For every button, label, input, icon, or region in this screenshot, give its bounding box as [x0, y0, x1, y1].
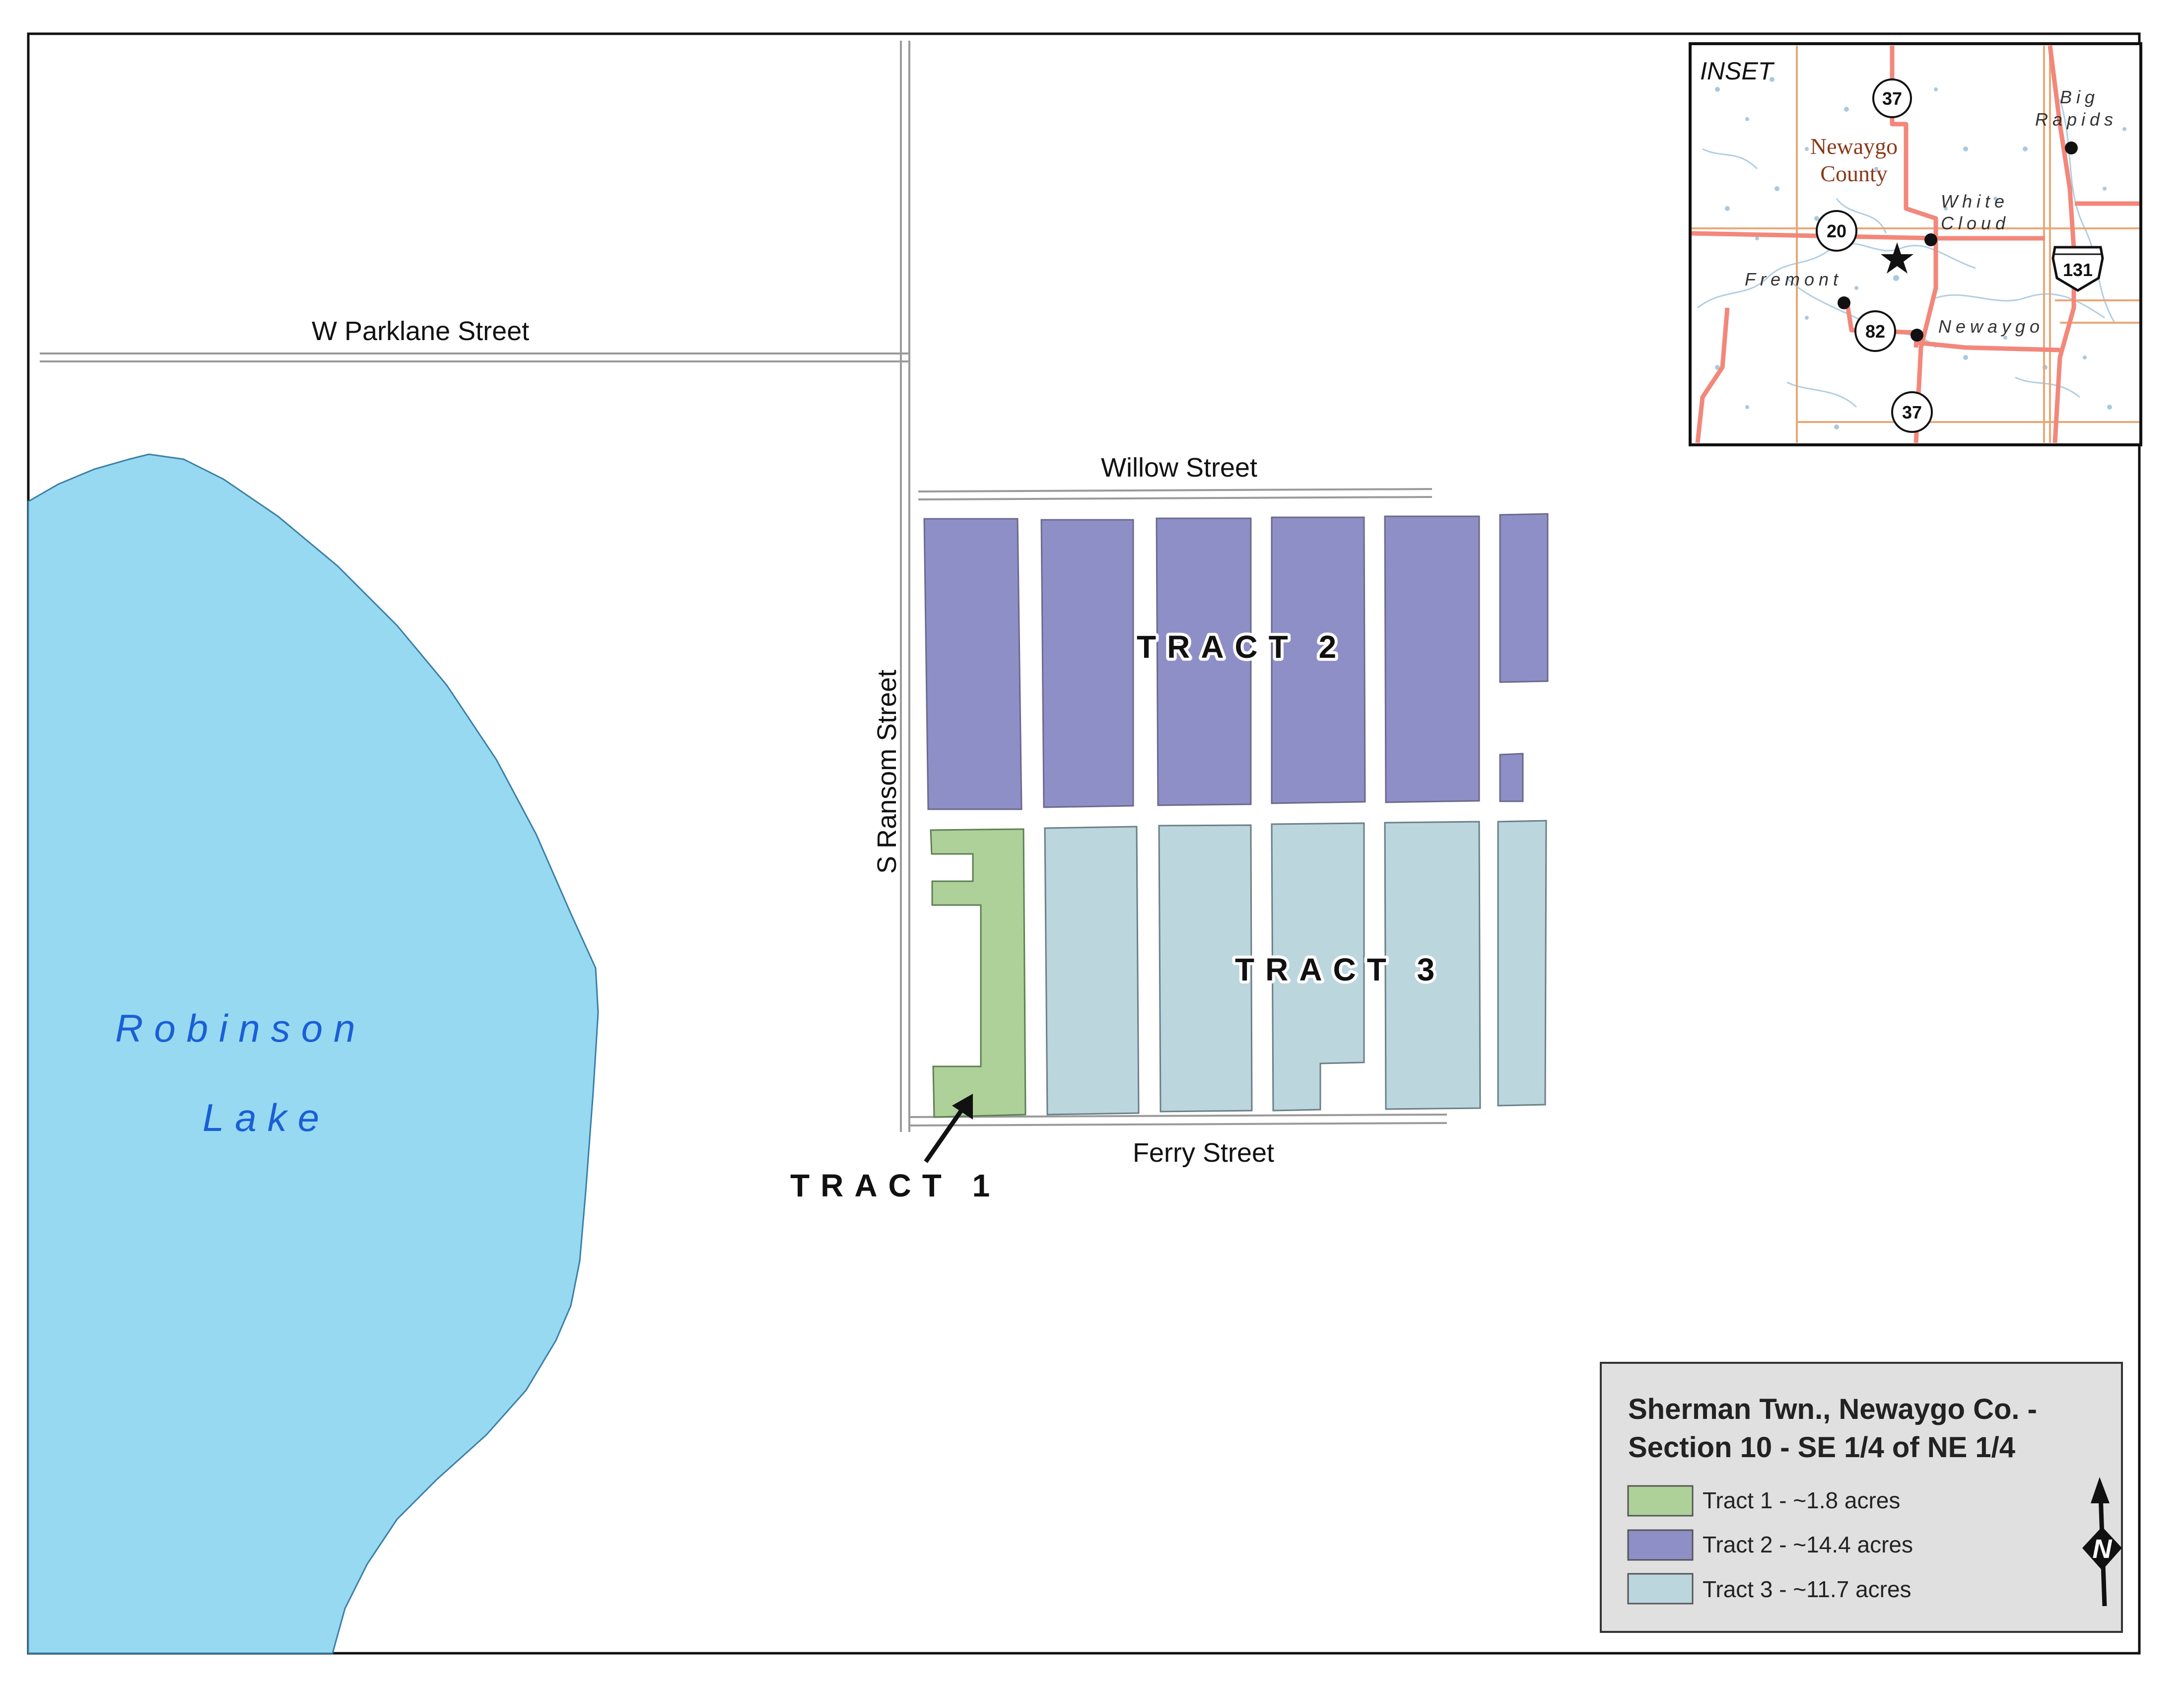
street-lines	[40, 41, 1447, 1132]
tract-2-parcels	[923, 513, 1549, 810]
ferry-street-label: Ferry Street	[1133, 1138, 1274, 1168]
inset-route-37-north-shield: 37	[1872, 78, 1912, 118]
inset-county-line2: County	[1820, 161, 1887, 186]
inset-city-white: White	[1941, 191, 2009, 211]
tract-3-parcel	[1497, 820, 1547, 1107]
legend-swatch-tract-3	[1627, 1573, 1694, 1605]
inset-map: 37 20 82 37 131 INSET Newaygo County Big…	[1689, 42, 2142, 446]
tract-3-parcel	[1044, 826, 1140, 1116]
tract-2-parcel	[1040, 519, 1134, 808]
tract-2-label: TRACT 2	[1137, 629, 1347, 665]
route-82-number: 82	[1865, 321, 1885, 342]
ransom-street-label: S Ransom Street	[872, 670, 902, 874]
tract-3-parcel	[1384, 821, 1481, 1110]
robinson-lake	[27, 453, 599, 1654]
legend-box: Sherman Twn., Newaygo Co. - Section 10 -…	[1600, 1362, 2123, 1633]
inset-city-dots	[1838, 141, 2078, 342]
inset-route-82-shield: 82	[1854, 310, 1896, 352]
tract-1-parcel	[930, 828, 1026, 1118]
inset-us-131-shield: 131	[2051, 246, 2104, 292]
lake-label-line1: Robinson	[115, 1006, 366, 1050]
tract-2-parcel	[1499, 513, 1549, 683]
inset-route-20-shield: 20	[1816, 210, 1857, 252]
tract-2-parcel	[1384, 515, 1480, 803]
inset-city-big: Big	[2060, 87, 2099, 107]
tract-3-parcel	[1271, 822, 1365, 1112]
lake-label-line2: Lake	[203, 1096, 330, 1139]
legend-swatch-tract-1	[1627, 1485, 1694, 1517]
willow-street-label: Willow Street	[1101, 453, 1257, 483]
route-37-south-number: 37	[1902, 402, 1922, 422]
inset-location-star	[1881, 242, 1913, 274]
parklane-street-label: W Parklane Street	[312, 316, 529, 346]
route-37-north-number: 37	[1882, 88, 1902, 109]
tract-2-parcel	[1271, 516, 1366, 804]
tract-2-parcel	[1499, 753, 1524, 802]
tract-3-label: TRACT 3	[1235, 952, 1445, 987]
inset-title: INSET	[1700, 57, 1775, 85]
tract-3-parcel	[1158, 824, 1253, 1113]
inset-frame	[1689, 42, 2142, 446]
inset-city-fremont: Fremont	[1745, 269, 1843, 289]
inset-city-newaygo: Newaygo	[1938, 316, 2044, 337]
us-131-number: 131	[2063, 260, 2093, 280]
north-arrow-icon: N	[2082, 1477, 2122, 1607]
legend-label-tract-3: Tract 3 - ~11.7 acres	[1703, 1576, 1911, 1602]
legend-swatch-tract-2	[1627, 1529, 1694, 1561]
tract-2-parcel	[923, 518, 1023, 810]
inset-boundaries	[1692, 46, 2139, 443]
inset-city-rapids: Rapids	[2035, 109, 2117, 130]
tract-1-arrow	[924, 1094, 973, 1163]
inset-county-line1: Newaygo	[1810, 134, 1898, 159]
tract-1-label: TRACT 1	[790, 1168, 1001, 1203]
legend-title-line1: Sherman Twn., Newaygo Co. -	[1628, 1393, 2037, 1425]
legend-label-tract-2: Tract 2 - ~14.4 acres	[1703, 1532, 1913, 1557]
tract-2-parcel	[1156, 517, 1252, 806]
route-20-number: 20	[1827, 221, 1846, 241]
north-letter: N	[2093, 1534, 2113, 1564]
tract-3-parcels	[1044, 820, 1547, 1116]
legend-label-tract-1: Tract 1 - ~1.8 acres	[1703, 1487, 1900, 1513]
inset-city-cloud: Cloud	[1941, 213, 2010, 233]
legend-title-line2: Section 10 - SE 1/4 of NE 1/4	[1628, 1431, 2015, 1464]
inset-route-37-south-shield: 37	[1891, 391, 1933, 433]
